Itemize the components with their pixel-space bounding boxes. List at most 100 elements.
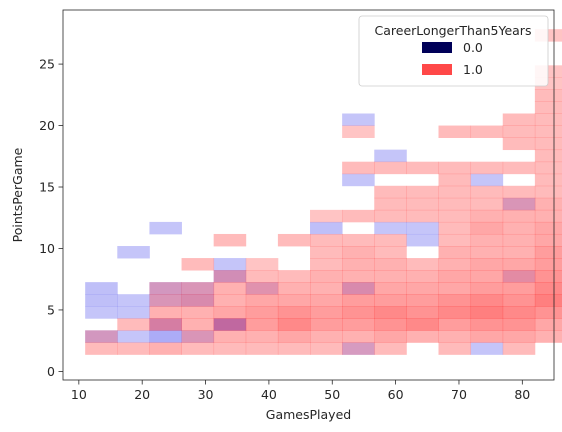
series-1-cell bbox=[534, 161, 562, 175]
series-1-cell bbox=[502, 197, 536, 211]
series-0-cell bbox=[149, 294, 182, 307]
x-tick-label: 70 bbox=[451, 387, 467, 402]
series-1-cell bbox=[438, 161, 472, 175]
series-1-cell bbox=[406, 294, 439, 307]
x-tick-label: 40 bbox=[261, 387, 277, 402]
series-1-cell bbox=[374, 209, 407, 223]
series-0-cell bbox=[406, 233, 439, 247]
series-1-cell bbox=[470, 209, 504, 223]
series-1-cell bbox=[502, 113, 536, 126]
series-1-cell bbox=[406, 306, 439, 319]
legend-label-1: 1.0 bbox=[463, 62, 483, 77]
series-1-cell bbox=[470, 294, 504, 307]
series-1-cell bbox=[406, 161, 439, 175]
series-1-cell bbox=[374, 342, 407, 355]
series-1-cell bbox=[374, 294, 407, 307]
series-1-cell bbox=[502, 306, 536, 319]
series-1-cell bbox=[374, 185, 407, 199]
series-1-cell bbox=[406, 185, 439, 199]
series-1-cell bbox=[534, 125, 562, 138]
series-1-cell bbox=[438, 197, 472, 211]
series-1-cell bbox=[149, 294, 182, 307]
series-1-cell bbox=[374, 233, 407, 247]
series-1-cell bbox=[502, 125, 536, 138]
series-1-cell bbox=[277, 330, 311, 343]
series-0-cell bbox=[117, 306, 150, 319]
y-tick-label: 20 bbox=[39, 118, 55, 133]
series-1-cell bbox=[502, 161, 536, 175]
series-1-cell bbox=[277, 282, 311, 295]
x-axis-label: GamesPlayed bbox=[266, 407, 351, 422]
series-1-cell bbox=[438, 233, 472, 247]
series-1-cell bbox=[534, 282, 562, 295]
series-0-cell bbox=[149, 330, 182, 343]
series-1-cell bbox=[310, 258, 343, 271]
series-1-cell bbox=[213, 294, 247, 307]
series-1-cell bbox=[502, 294, 536, 307]
series-0-cell bbox=[181, 330, 215, 343]
series-1-cell bbox=[406, 318, 439, 331]
series-1-cell bbox=[149, 306, 182, 319]
y-tick-label: 25 bbox=[39, 57, 55, 72]
series-1-cell bbox=[534, 221, 562, 235]
series-0-cell bbox=[117, 330, 150, 343]
series-0-cell bbox=[85, 294, 118, 307]
series-0-cell bbox=[374, 149, 407, 163]
legend-title: CareerLongerThan5Years bbox=[375, 23, 532, 38]
series-0-cell bbox=[149, 318, 182, 331]
series-0-cell bbox=[342, 282, 375, 295]
series-1-cell bbox=[438, 221, 472, 235]
y-tick-label: 15 bbox=[39, 180, 55, 195]
series-0-cell bbox=[406, 221, 439, 235]
series-1-cell bbox=[502, 342, 536, 355]
series-0-cell bbox=[502, 197, 536, 211]
series-1-cell bbox=[534, 89, 562, 102]
legend-label-0: 0.0 bbox=[463, 40, 483, 55]
series-1-cell bbox=[534, 330, 562, 343]
series-0-cell bbox=[213, 270, 247, 283]
series-1-cell bbox=[149, 282, 182, 295]
series-1-cell bbox=[181, 282, 215, 295]
series-0-cell bbox=[245, 282, 279, 295]
series-1-cell bbox=[181, 306, 215, 319]
series-1-cell bbox=[342, 318, 375, 331]
series-1-cell bbox=[406, 270, 439, 283]
series-1-cell bbox=[342, 209, 375, 223]
x-tick-label: 30 bbox=[198, 387, 214, 402]
series-0-cell bbox=[342, 173, 375, 187]
series-1-cell bbox=[438, 282, 472, 295]
series-1-cell bbox=[277, 294, 311, 307]
series-1-cell bbox=[342, 233, 375, 247]
x-axis-ticks: 10 20 30 40 50 60 70 80 bbox=[71, 380, 530, 402]
series-1-cell bbox=[213, 233, 247, 247]
series-1-cell bbox=[534, 318, 562, 331]
series-0-cell bbox=[85, 330, 118, 343]
series-1-cell bbox=[534, 113, 562, 126]
series-1-cell bbox=[470, 282, 504, 295]
series-1-cell bbox=[374, 161, 407, 175]
series-1-cell bbox=[534, 306, 562, 319]
series-1-cell bbox=[342, 125, 375, 138]
series-0-cell bbox=[310, 221, 343, 235]
series-1-cell bbox=[438, 318, 472, 331]
series-1-cell bbox=[310, 306, 343, 319]
series-1-cell bbox=[374, 318, 407, 331]
series-1-cell bbox=[502, 233, 536, 247]
series-1-cell bbox=[534, 270, 562, 283]
series-1-cell bbox=[470, 246, 504, 259]
series-1-cell bbox=[310, 270, 343, 283]
series-1-cell bbox=[245, 294, 279, 307]
series-1-cell bbox=[502, 137, 536, 151]
series-0-cell bbox=[342, 113, 375, 126]
series-1-cell bbox=[374, 306, 407, 319]
series-1-cell bbox=[470, 221, 504, 235]
y-tick-label: 5 bbox=[47, 302, 55, 317]
series-0-cell bbox=[342, 342, 375, 355]
legend-swatch-0 bbox=[422, 42, 452, 53]
series-1-cell bbox=[438, 173, 472, 187]
series-1-cell bbox=[470, 197, 504, 211]
series-1-cell bbox=[534, 209, 562, 223]
series-1-cell bbox=[438, 330, 472, 343]
series-1-cell bbox=[374, 258, 407, 271]
